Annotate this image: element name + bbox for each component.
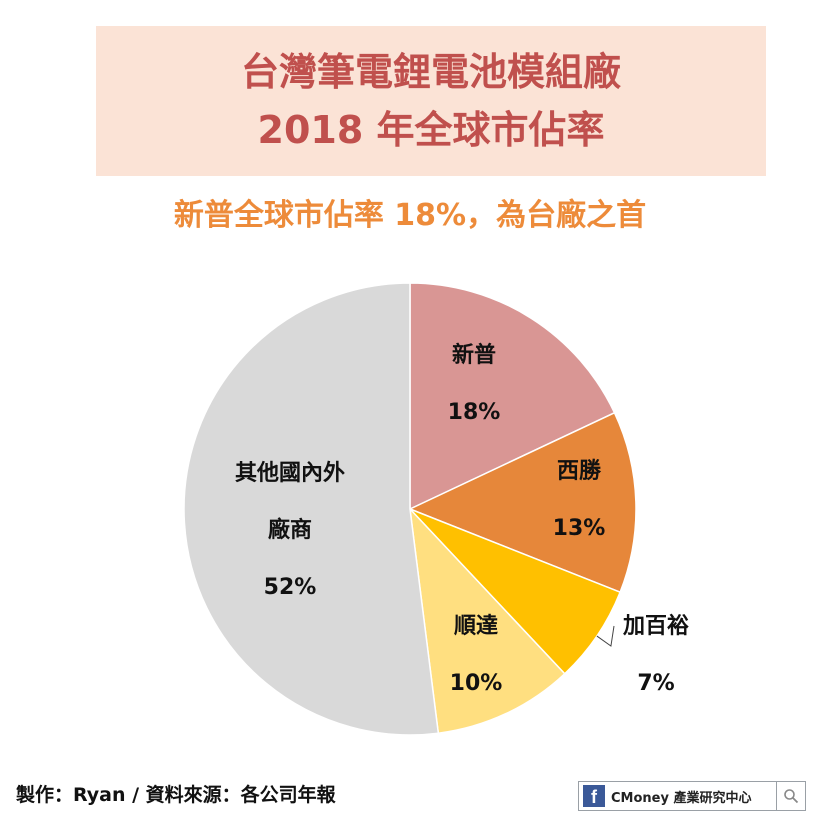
slice-value-label-0: 18% — [448, 400, 501, 425]
pie-slice-1 — [408, 411, 637, 594]
slice-name-label-1: 西勝 — [557, 459, 602, 484]
search-icon[interactable] — [776, 782, 805, 810]
title-box: 台灣筆電鋰電池模組廠 2018 年全球市佔率 — [96, 26, 766, 176]
brand-badge[interactable]: f CMoney 產業研究中心 — [578, 781, 806, 811]
slice-name-label-4: 其他國內外 — [235, 460, 345, 486]
slice-value-label-1: 13% — [553, 516, 606, 541]
slice-name-label-4: 廠商 — [268, 517, 312, 543]
slice-value-label-2: 7% — [637, 671, 674, 696]
slice-value-label-3: 10% — [450, 671, 503, 696]
slice-name-label-0: 新普 — [452, 342, 496, 368]
pie-slice-3 — [408, 506, 566, 735]
brand-text: CMoney 產業研究中心 — [611, 790, 752, 806]
chart-subtitle: 新普全球市佔率 18%，為台廠之首 — [173, 198, 647, 233]
leader-line-2 — [596, 625, 615, 647]
pie-slice-0 — [409, 282, 616, 511]
facebook-icon: f — [583, 785, 605, 807]
chart-title-line2: 2018 年全球市佔率 — [257, 108, 605, 152]
footer-credit: 製作：Ryan / 資料來源：各公司年報 — [16, 784, 336, 806]
slice-name-label-3: 順達 — [454, 613, 498, 639]
chart-title-line1: 台灣筆電鋰電池模組廠 — [240, 50, 621, 94]
pie-slice-4 — [183, 282, 440, 736]
slice-name-label-2: 加百裕 — [622, 613, 689, 639]
slice-value-label-4: 52% — [264, 575, 317, 600]
